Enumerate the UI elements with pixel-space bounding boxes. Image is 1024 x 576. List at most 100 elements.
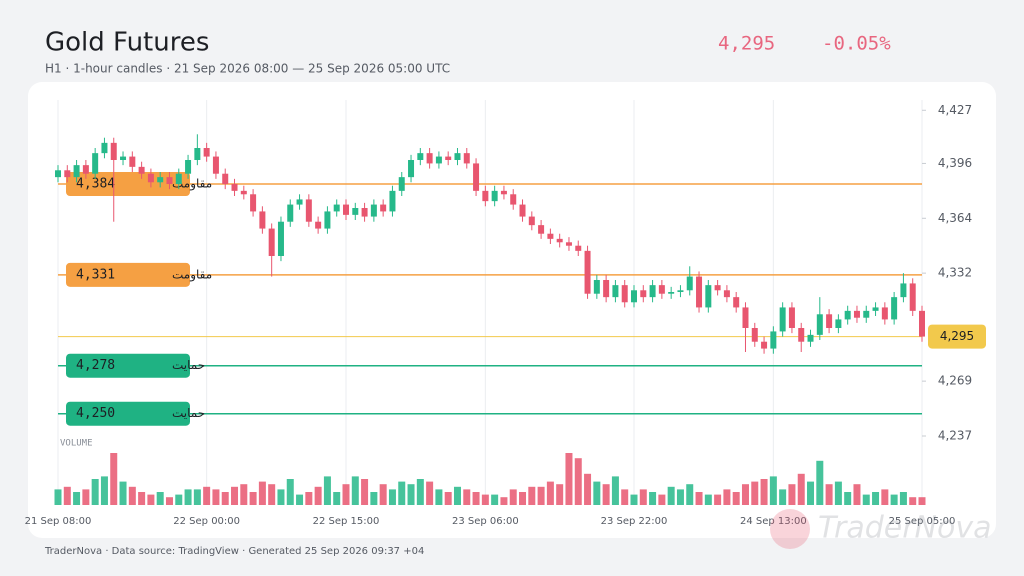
candle-body bbox=[863, 310, 870, 318]
candle-body bbox=[398, 177, 405, 191]
volume-bar bbox=[426, 481, 434, 505]
volume-bar bbox=[333, 492, 341, 505]
candle-body bbox=[380, 204, 387, 212]
candle-body bbox=[788, 307, 795, 328]
candle-body bbox=[259, 211, 266, 229]
x-tick-label: 22 Sep 15:00 bbox=[313, 516, 380, 527]
y-tick-label: 4,364 bbox=[938, 211, 972, 225]
x-tick-label: 23 Sep 22:00 bbox=[601, 516, 668, 527]
volume-bar bbox=[463, 489, 471, 505]
candle-body bbox=[333, 204, 340, 212]
footer: TraderNova · Data source: TradingView · … bbox=[44, 546, 424, 557]
x-tick-label: 21 Sep 08:00 bbox=[25, 516, 92, 527]
candle-body bbox=[751, 328, 758, 342]
volume-bar bbox=[639, 489, 647, 505]
candle-body bbox=[138, 166, 145, 174]
candle-body bbox=[909, 283, 916, 311]
candle-body bbox=[658, 285, 665, 294]
candle-body bbox=[129, 156, 136, 167]
x-tick-label: 22 Sep 00:00 bbox=[173, 516, 240, 527]
volume-bar bbox=[519, 492, 527, 505]
candle-body bbox=[584, 250, 591, 294]
plot: 21 Sep 08:00 22 Sep 00:00 22 Sep 15:00 23 S… bbox=[25, 100, 986, 527]
candle-body bbox=[73, 165, 80, 178]
candle-body bbox=[222, 173, 229, 184]
volume-bar bbox=[110, 453, 118, 505]
candle-body bbox=[621, 285, 628, 303]
volume-bar bbox=[862, 494, 870, 505]
candle-body bbox=[305, 199, 312, 222]
candle-body bbox=[463, 153, 470, 164]
volume-bar bbox=[686, 484, 694, 505]
candle-body bbox=[556, 238, 563, 243]
y-tick-label: 4,427 bbox=[938, 103, 972, 117]
volume-bar bbox=[899, 492, 907, 505]
last-price-badge bbox=[928, 324, 986, 349]
watermark-logo bbox=[770, 509, 810, 549]
volume-bar bbox=[231, 486, 239, 505]
volume-bar bbox=[54, 489, 62, 505]
candle-body bbox=[547, 233, 554, 239]
candle-body bbox=[770, 331, 777, 349]
candle-body bbox=[315, 221, 322, 229]
candle-body bbox=[435, 156, 442, 164]
candle-body bbox=[826, 314, 833, 328]
volume-bar bbox=[361, 479, 369, 505]
price: 4,295 bbox=[718, 33, 775, 55]
volume-bar bbox=[444, 492, 452, 505]
volume-bar bbox=[379, 484, 387, 505]
volume-bar bbox=[73, 492, 81, 505]
candle-body bbox=[166, 177, 173, 184]
candle-body bbox=[500, 190, 507, 195]
volume-bar bbox=[119, 481, 127, 505]
candle-body bbox=[473, 163, 480, 191]
candle-body bbox=[761, 341, 768, 349]
candle-body bbox=[816, 314, 823, 335]
candle-body bbox=[101, 142, 108, 154]
volume-bar bbox=[156, 492, 164, 505]
volume-bar bbox=[676, 489, 684, 505]
level-badge bbox=[66, 353, 190, 378]
candle-body bbox=[519, 204, 526, 217]
candle-body bbox=[686, 276, 693, 291]
level-label: حمایت bbox=[172, 358, 205, 372]
volume-bar bbox=[881, 489, 889, 505]
candle-body bbox=[231, 184, 238, 191]
change: -0.05% bbox=[822, 33, 891, 55]
level-label: مقاومت bbox=[172, 267, 212, 282]
y-tick-label: 4,332 bbox=[938, 266, 972, 280]
volume-bar bbox=[704, 494, 712, 505]
volume-bar bbox=[203, 486, 211, 505]
title: Gold Futures bbox=[45, 28, 209, 58]
volume-bar bbox=[630, 494, 638, 505]
level-value: 4,250 bbox=[76, 406, 115, 421]
candle-body bbox=[482, 190, 489, 202]
volume-bar bbox=[472, 492, 480, 505]
volume-bar bbox=[286, 479, 294, 505]
candle-body bbox=[426, 153, 433, 164]
volume-bar bbox=[825, 484, 833, 505]
volume-bar bbox=[240, 484, 248, 505]
volume-bar bbox=[351, 476, 359, 505]
candle-body bbox=[649, 285, 656, 298]
candle-body bbox=[64, 170, 71, 178]
volume-bar bbox=[63, 486, 71, 505]
level-label: حمایت bbox=[172, 406, 205, 420]
volume-bar bbox=[509, 489, 517, 505]
candle-body bbox=[881, 307, 888, 320]
candle-body bbox=[185, 160, 192, 174]
volume-bar bbox=[732, 492, 740, 505]
volume-bar bbox=[91, 479, 99, 505]
candle-body bbox=[92, 153, 99, 174]
volume-bar bbox=[872, 492, 880, 505]
volume-bar bbox=[268, 484, 276, 505]
volume-bar bbox=[751, 481, 759, 505]
candle-body bbox=[120, 156, 127, 160]
candle-body bbox=[277, 221, 284, 256]
volume-bar bbox=[584, 473, 592, 505]
volume-bar bbox=[147, 494, 155, 505]
candle-body bbox=[779, 307, 786, 332]
candle-body bbox=[696, 276, 703, 308]
candle-body bbox=[287, 204, 294, 222]
candle-body bbox=[352, 208, 359, 215]
